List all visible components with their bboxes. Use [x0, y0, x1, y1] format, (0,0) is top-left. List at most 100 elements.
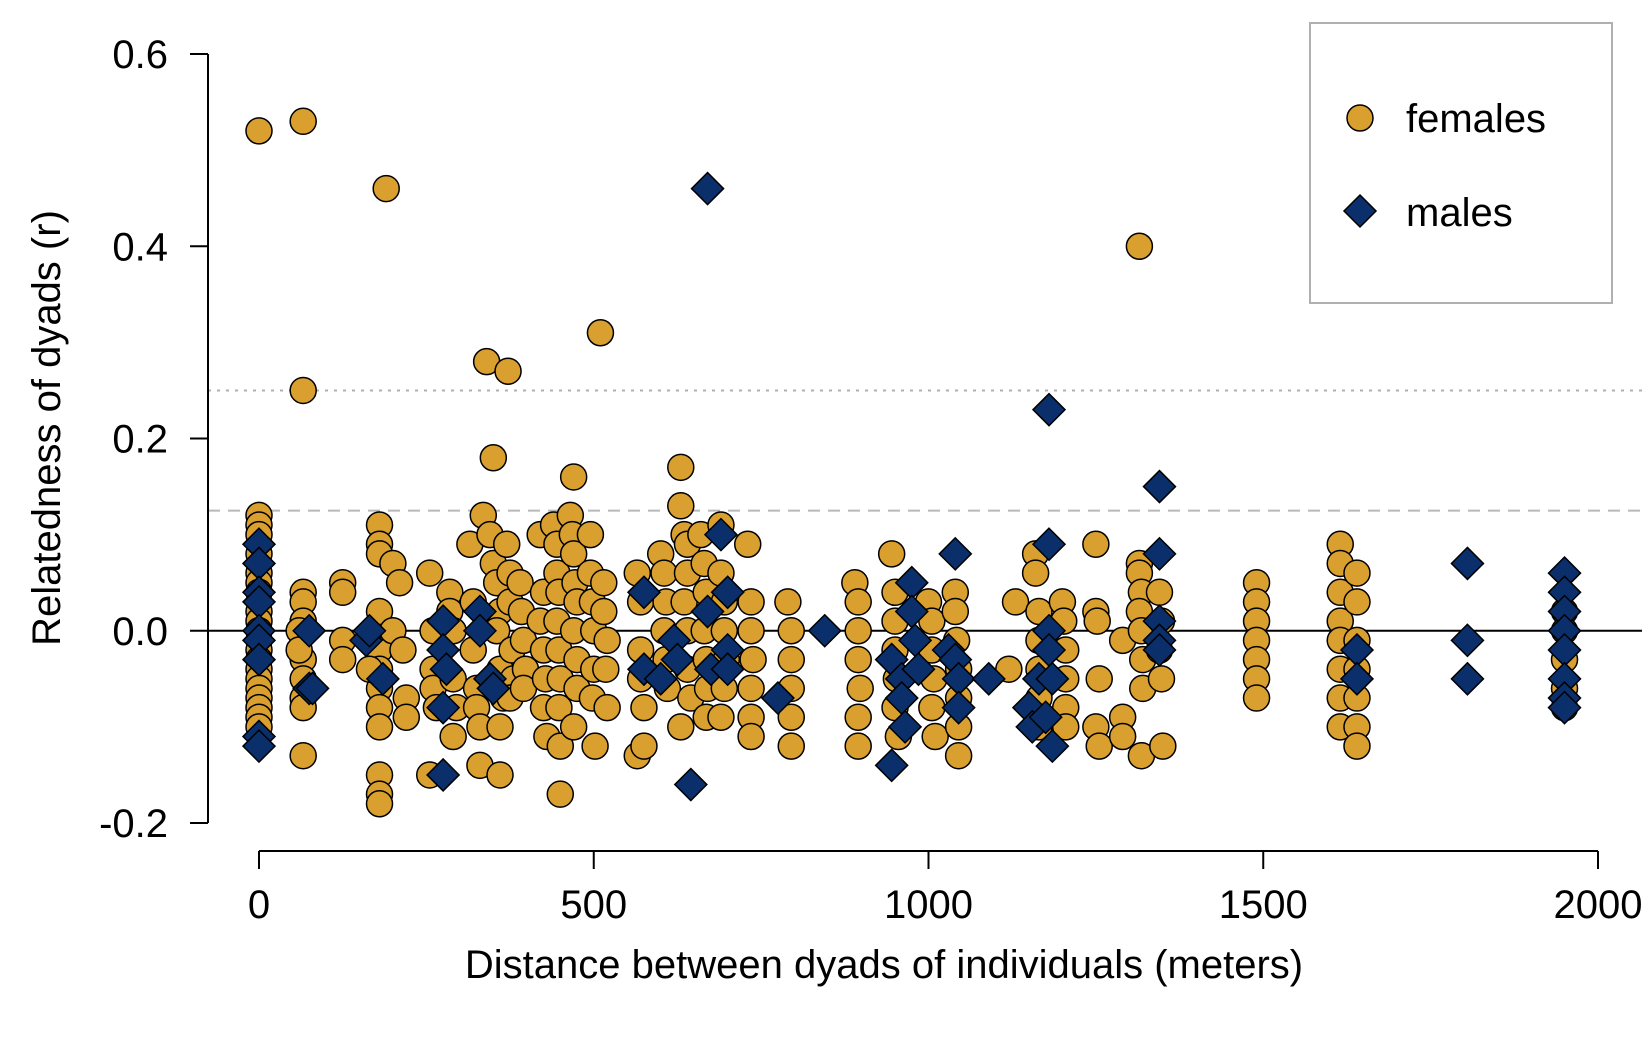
- point-females: [581, 732, 609, 760]
- point-females: [941, 597, 970, 626]
- point-females: [630, 693, 658, 722]
- y-tick-label: -0.2: [99, 802, 168, 846]
- point-males: [426, 690, 461, 725]
- point-females: [245, 117, 273, 145]
- point-males: [626, 575, 662, 610]
- legend-label-females: females: [1406, 97, 1546, 141]
- point-females: [486, 761, 514, 789]
- point-males: [1031, 527, 1067, 562]
- series-males: [241, 171, 1582, 802]
- point-females: [650, 559, 678, 587]
- point-females: [918, 693, 946, 722]
- legend-marker-males: [1342, 193, 1378, 229]
- point-females: [385, 568, 414, 597]
- x-tick-label: 1500: [1219, 883, 1308, 927]
- point-females: [328, 645, 357, 674]
- point-females: [1001, 588, 1030, 616]
- point-females: [774, 588, 802, 616]
- point-females: [630, 732, 658, 760]
- point-males: [292, 613, 327, 648]
- y-axis-title: Relatedness of dyads (r): [25, 210, 69, 646]
- point-females: [546, 732, 575, 760]
- point-males: [429, 652, 464, 687]
- point-females: [739, 645, 767, 674]
- point-males: [971, 661, 1006, 696]
- point-females: [844, 617, 872, 645]
- point-females: [439, 722, 467, 751]
- point-females: [1147, 665, 1176, 693]
- x-tick-label: 0: [248, 883, 270, 927]
- point-males: [1450, 546, 1485, 581]
- point-females: [777, 703, 806, 732]
- point-females: [844, 588, 872, 616]
- point-females: [707, 703, 735, 732]
- point-males: [462, 613, 497, 648]
- point-males: [1547, 690, 1582, 725]
- point-females: [559, 463, 588, 491]
- y-axis: -0.2 0.0 0.2 0.4 0.6: [99, 33, 209, 846]
- point-females: [506, 568, 534, 597]
- point-males: [703, 517, 739, 552]
- point-females: [844, 732, 872, 760]
- point-males: [673, 767, 708, 802]
- point-males: [1142, 632, 1177, 668]
- point-females: [844, 645, 872, 674]
- point-males: [476, 671, 511, 706]
- legend-box: [1309, 22, 1613, 304]
- point-females: [1343, 559, 1371, 587]
- point-females: [733, 530, 762, 558]
- point-females: [844, 703, 872, 732]
- point-females: [415, 559, 444, 587]
- point-females: [944, 741, 973, 770]
- x-tick-label: 2000: [1554, 883, 1642, 927]
- point-females: [737, 617, 765, 645]
- y-tick-label: 0.6: [112, 33, 168, 77]
- point-males: [1339, 661, 1375, 696]
- point-females: [777, 645, 806, 674]
- point-females: [667, 492, 695, 520]
- y-tick-label: 0.2: [112, 418, 168, 462]
- point-males: [690, 594, 725, 629]
- point-females: [846, 674, 874, 703]
- point-females: [1145, 578, 1174, 607]
- point-females: [1082, 530, 1110, 558]
- point-females: [921, 722, 949, 751]
- point-males: [426, 757, 461, 792]
- x-axis-title: Distance between dyads of individuals (m…: [465, 943, 1303, 987]
- point-females: [1343, 732, 1371, 760]
- point-males: [241, 642, 277, 677]
- point-males: [643, 661, 678, 696]
- point-females: [1108, 722, 1137, 751]
- point-males: [1142, 536, 1177, 571]
- point-males: [760, 680, 795, 716]
- point-males: [941, 690, 976, 725]
- point-males: [690, 171, 725, 206]
- point-females: [559, 713, 588, 741]
- point-females: [546, 780, 575, 808]
- point-females: [479, 443, 508, 472]
- point-females: [494, 357, 522, 385]
- point-males: [1142, 469, 1177, 504]
- point-females: [593, 693, 621, 722]
- point-females: [777, 617, 806, 645]
- point-females: [1085, 732, 1113, 760]
- point-females: [590, 568, 618, 597]
- point-females: [592, 655, 620, 683]
- point-females: [1083, 607, 1111, 635]
- legend-label-males: males: [1406, 191, 1513, 235]
- point-males: [241, 729, 277, 764]
- point-females: [289, 107, 317, 136]
- y-tick-label: 0.4: [112, 225, 168, 269]
- point-females: [877, 540, 906, 568]
- point-males: [888, 709, 923, 744]
- point-females: [392, 703, 421, 732]
- y-tick-label: 0.0: [112, 610, 168, 654]
- point-females: [777, 732, 806, 760]
- point-males: [1031, 392, 1067, 427]
- point-females: [737, 722, 765, 751]
- point-males: [807, 613, 842, 648]
- point-females: [365, 790, 394, 818]
- point-males: [1450, 661, 1485, 696]
- point-females: [593, 626, 621, 655]
- point-males: [874, 748, 909, 783]
